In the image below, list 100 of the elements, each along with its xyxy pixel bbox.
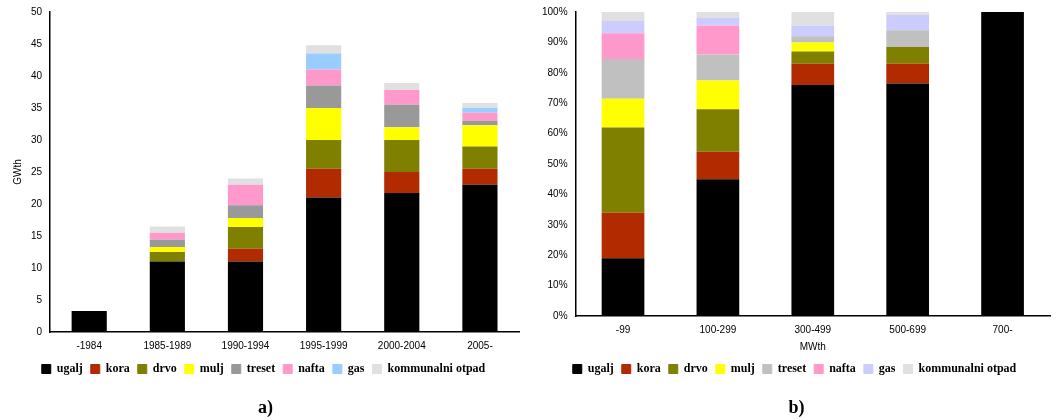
y-tick-label: 70% [547,96,568,108]
x-tick-label: 700- [992,323,1013,335]
bar [696,109,740,152]
bar [462,102,498,108]
bar [601,98,645,128]
bar [696,12,740,19]
bar [696,18,740,26]
bar [227,227,264,249]
y-tick-label: 10 [31,261,43,273]
x-axis-title: MWth [799,340,826,352]
bar [149,226,185,233]
legend-label: treset [246,361,276,376]
bar [384,140,420,172]
bar [791,12,835,26]
bar [791,42,835,52]
bar [306,69,342,86]
bar [149,232,185,240]
bar [791,25,835,37]
y-axis-title: GWth [11,159,23,185]
y-tick-label: 25 [31,165,43,177]
bar [306,140,342,169]
bar [306,85,342,108]
x-tick-label: -99 [615,323,631,335]
x-tick-label: 300-499 [794,323,832,335]
legend-label: ugalj [587,361,614,376]
y-tick-label: 50 [31,5,43,17]
bar [384,172,420,194]
y-tick-label: 90% [547,36,568,48]
bar [601,12,645,22]
bar [227,218,264,228]
legend-label: kommunalni otpad [918,361,1017,376]
bar [462,168,498,185]
y-tick-label: 50% [547,157,568,169]
bar [149,239,185,247]
x-tick-label: 2000-2004 [377,339,427,351]
bar [601,127,645,213]
y-tick-label: 0% [553,309,568,321]
legend-label: ugalj [56,361,83,376]
legend-label: treset [777,361,807,376]
bar [306,53,342,70]
y-tick-label: 15 [31,229,43,241]
legend-label: kora [636,361,661,376]
legend-label: mulj [199,361,224,376]
bar [601,21,645,34]
bar [384,83,420,91]
x-tick-label: 1985-1989 [143,339,192,351]
y-tick-label: 30% [547,218,568,230]
x-tick-label: 100-299 [699,323,737,335]
bar [462,112,498,121]
bar [306,168,342,198]
y-tick-label: 10% [547,279,568,291]
bar [886,12,930,16]
x-tick-label: 1990-1994 [221,339,270,351]
legend-label: drvo [683,361,708,376]
y-tick-label: 80% [547,66,568,78]
bar [696,54,740,81]
bar [149,252,185,262]
bar [227,184,264,206]
legend-label: mulj [730,361,755,376]
bar [886,63,930,84]
bar [227,205,264,219]
x-tick-label: 1995-1999 [299,339,348,351]
y-tick-label: 5 [36,293,43,305]
bar [306,45,342,54]
bar [462,125,498,147]
bar [227,248,264,262]
bar [384,104,420,128]
bar [696,151,740,180]
bar [696,80,740,110]
bar [462,108,498,113]
y-tick-label: 0 [36,325,43,337]
x-tick-label: 500-699 [889,323,927,335]
y-tick-label: 20 [31,197,43,209]
bar [601,59,645,99]
legend-label: nafta [298,361,325,376]
y-tick-label: 45 [31,37,43,49]
y-tick-label: 100% [542,5,568,17]
legend-label: nafta [829,361,856,376]
bar [384,90,420,105]
y-tick-label: 40 [31,69,43,81]
bar [886,30,930,47]
y-tick-label: 40% [547,188,568,200]
legend-label: kommunalni otpad [387,361,486,376]
y-tick-label: 30 [31,133,43,145]
y-tick-label: 20% [547,248,568,260]
legend-label: kora [105,361,130,376]
bar [149,246,185,252]
bar [791,51,835,64]
bar [601,212,645,259]
legend-label: gas [878,361,896,376]
text: b) [787,397,806,418]
legend-label: drvo [152,361,177,376]
bar [601,33,645,60]
text: a) [257,397,274,418]
bar [462,120,498,126]
bar [791,36,835,43]
bar [696,25,740,55]
bar [791,63,835,85]
bar [306,108,342,140]
x-tick-label: 2005- [467,339,493,351]
